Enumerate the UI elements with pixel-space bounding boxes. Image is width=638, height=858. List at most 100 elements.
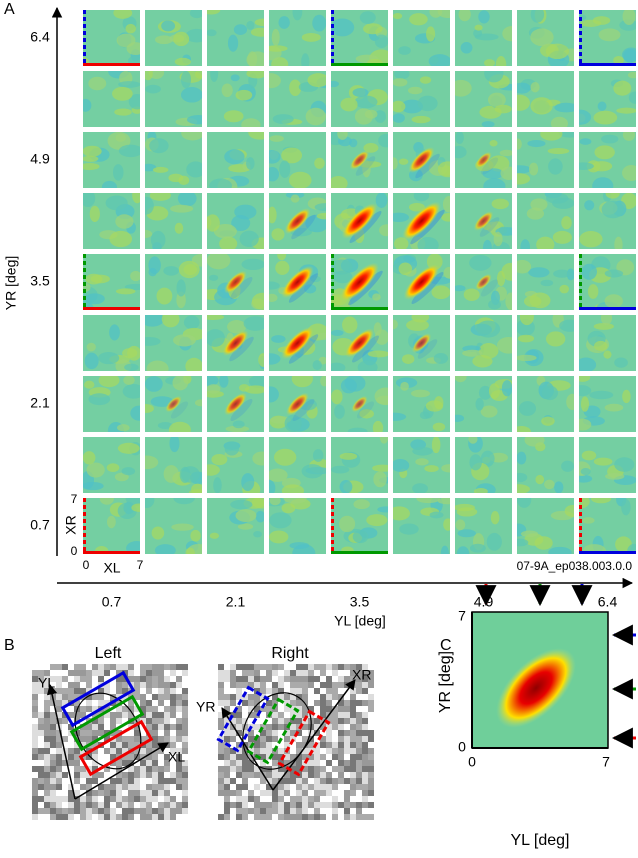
noise-pixel [182,688,188,694]
noise [86,462,105,478]
noise [379,437,388,444]
noise-pixel [242,730,248,736]
noise-pixel [272,736,278,742]
noise-pixel [368,760,374,766]
noise-pixel [122,736,128,742]
cell-texture [83,10,140,66]
noise-pixel [242,802,248,808]
noise-pixel [74,772,80,778]
map-cell [579,10,636,66]
noise [152,166,169,173]
noise-pixel [92,736,98,742]
noise-pixel [176,694,182,700]
noise-pixel [122,712,128,718]
noise-pixel [290,706,296,712]
noise-pixel [218,736,224,742]
noise [441,213,450,222]
noise [288,171,312,188]
noise-pixel [56,730,62,736]
noise-pixel [74,664,80,670]
noise-pixel [38,694,44,700]
noise [241,258,264,271]
noise-pixel [236,736,242,742]
noise-pixel [350,688,356,694]
cell-texture [579,450,636,485]
noise [269,512,292,529]
noise [269,293,278,302]
noise-pixel [224,688,230,694]
noise [443,266,450,279]
noise [589,390,614,400]
noise [290,194,300,203]
noise [271,335,286,343]
noise [488,383,500,399]
left-title: Left [95,645,122,662]
noise-pixel [260,712,266,718]
noise-pixel [68,802,74,808]
noise-pixel [362,670,368,676]
noise-pixel [128,664,134,670]
noise [417,236,439,249]
noise-pixel [176,712,182,718]
noise-pixel [176,700,182,706]
noise-pixel [152,736,158,742]
noise-pixel [134,712,140,718]
noise-pixel [128,670,134,676]
noise-pixel [152,682,158,688]
noise [169,437,180,453]
noise-pixel [182,706,188,712]
noise-pixel [356,772,362,778]
noise-pixel [242,790,248,796]
noise [163,465,179,483]
noise [145,455,159,470]
noise [278,16,290,29]
noise-pixel [74,766,80,772]
noise-pixel [146,760,152,766]
noise-pixel [350,802,356,808]
noise-pixel [170,676,176,682]
noise-pixel [134,796,140,802]
map-cell [393,254,450,310]
noise [109,324,120,341]
noise-pixel [74,790,80,796]
noise-pixel [32,748,38,754]
noise-pixel [104,718,110,724]
map-cell [579,71,636,127]
noise-pixel [68,748,74,754]
noise-pixel [356,742,362,748]
noise-pixel [350,706,356,712]
noise-pixel [140,688,146,694]
cell-texture [84,324,140,371]
noise-pixel [218,742,224,748]
noise-pixel [110,790,116,796]
noise-pixel [158,682,164,688]
cell-texture [520,193,574,249]
noise-pixel [296,790,302,796]
noise [122,384,140,399]
noise-pixel [32,718,38,724]
map-cell [455,10,512,66]
noise-pixel [284,790,290,796]
noise-pixel [128,730,134,736]
noise [283,498,307,504]
noise-pixel [152,772,158,778]
noise-pixel [74,778,80,784]
noise-pixel [128,778,134,784]
noise-pixel [38,724,44,730]
noise-pixel [134,670,140,676]
noise-pixel [326,676,332,682]
noise-pixel [302,808,308,814]
noise-pixel [368,790,374,796]
noise-pixel [338,730,344,736]
noise-pixel [134,676,140,682]
noise-pixel [80,700,86,706]
noise-pixel [314,778,320,784]
cell-texture [148,254,202,309]
noise-pixel [224,754,230,760]
noise-pixel [338,796,344,802]
noise [605,472,625,480]
noise-pixel [50,700,56,706]
noise [213,223,237,239]
c-min: 0 [458,739,466,755]
noise-pixel [284,682,290,688]
